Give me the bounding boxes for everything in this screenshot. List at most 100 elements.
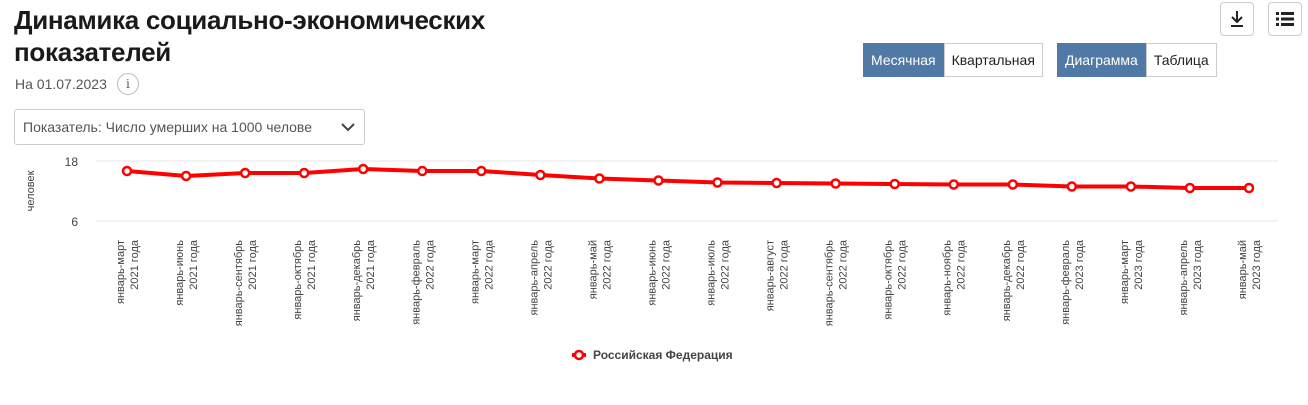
- page-title-line2: показателей: [14, 37, 171, 67]
- x-tick-label: январь-февраль 2022 года: [410, 239, 436, 325]
- x-tick-label-period: январь-сентябрь: [233, 240, 245, 326]
- data-point[interactable]: [476, 165, 487, 177]
- x-tick-label-period: январь-октябрь: [292, 240, 304, 320]
- data-point[interactable]: [594, 173, 605, 184]
- download-icon: [1231, 11, 1243, 27]
- legend-point-marker: [573, 349, 585, 361]
- x-tick-label: январь-март 2022 года: [469, 239, 495, 304]
- x-tick-label: январь-февраль 2023 года: [1060, 239, 1086, 325]
- x-tick-label: январь-март 2021 года: [115, 239, 141, 304]
- x-tick-label-period: январь-февраль: [410, 240, 422, 325]
- x-tick-label: январь-сентябрь 2021 года: [233, 239, 259, 326]
- view-chart-button[interactable]: Диаграмма: [1057, 43, 1146, 77]
- menu-button[interactable]: [1268, 2, 1302, 36]
- x-tick-label: январь-май 2023 года: [1237, 239, 1263, 299]
- x-tick-label-year: 2022 года: [483, 239, 495, 290]
- data-point[interactable]: [653, 175, 664, 186]
- view-table-button[interactable]: Таблица: [1145, 43, 1217, 77]
- view-toggle: Диаграмма Таблица: [1057, 43, 1217, 77]
- y-tick-label: 6: [71, 215, 78, 229]
- date-row: На 01.07.2023 i: [15, 73, 139, 95]
- x-tick-label-year: 2023 года: [1074, 239, 1086, 290]
- x-tick-label-year: 2022 года: [601, 239, 613, 290]
- x-tick-label: январь-апрель 2022 года: [528, 239, 554, 315]
- data-point[interactable]: [357, 163, 369, 175]
- x-tick-label: январь-июль 2022 года: [706, 239, 732, 306]
- period-monthly-button[interactable]: Месячная: [863, 43, 944, 77]
- x-tick-label-period: январь-апрель: [528, 240, 540, 316]
- x-tick-label-year: 2022 года: [542, 239, 554, 290]
- data-point[interactable]: [771, 177, 782, 189]
- x-tick-label-period: январь-май: [587, 240, 599, 299]
- x-tick-label-year: 2022 года: [720, 239, 732, 290]
- x-tick-label-year: 2022 года: [424, 239, 436, 290]
- data-point[interactable]: [1125, 181, 1137, 192]
- x-tick-label-period: январь-март: [1119, 240, 1131, 304]
- x-tick-label: январь-март 2023 года: [1119, 239, 1145, 304]
- x-tick-label: январь-декабрь 2022 года: [1001, 239, 1027, 321]
- period-quarterly-button[interactable]: Квартальная: [943, 43, 1043, 77]
- x-tick-label: январь-октябрь 2022 года: [883, 239, 909, 319]
- x-tick-label-year: 2022 года: [779, 239, 791, 290]
- legend-label: Российская Федерация: [593, 348, 733, 362]
- data-point[interactable]: [948, 179, 959, 190]
- data-point[interactable]: [830, 178, 841, 189]
- x-tick-label-year: 2021 года: [365, 239, 377, 290]
- data-point[interactable]: [1243, 182, 1255, 194]
- x-tick-label-year: 2022 года: [1015, 239, 1027, 290]
- chevron-down-icon: [341, 123, 355, 132]
- period-toggle: Месячная Квартальная: [863, 43, 1043, 77]
- x-tick-label-year: 2021 года: [306, 239, 318, 290]
- data-point[interactable]: [1184, 182, 1196, 194]
- info-icon: i: [125, 77, 130, 91]
- x-tick-label-period: январь-апрель: [1178, 240, 1190, 316]
- x-tick-label-period: январь-март: [115, 240, 127, 304]
- data-point[interactable]: [535, 169, 546, 181]
- page-title-line1: Динамика социально-экономических: [14, 5, 485, 35]
- menu-icon: [1276, 12, 1294, 26]
- series-line: [126, 167, 1249, 190]
- download-button[interactable]: [1220, 2, 1254, 36]
- x-tick-label: январь-июнь 2022 года: [646, 239, 672, 305]
- x-tick-label: январь-май 2022 года: [587, 239, 613, 299]
- x-tick-label-period: январь-февраль: [1060, 240, 1072, 325]
- x-tick-label-period: январь-декабрь: [351, 240, 363, 322]
- x-tick-label-year: 2023 года: [1133, 239, 1145, 290]
- x-tick-label-period: январь-июнь: [174, 240, 186, 306]
- data-point[interactable]: [180, 170, 192, 182]
- x-tick-label-period: январь-июль: [706, 240, 718, 306]
- x-tick-label-year: 2021 года: [188, 239, 200, 290]
- data-point[interactable]: [121, 165, 133, 177]
- y-axis-label: человек: [25, 170, 37, 211]
- x-tick-label-year: 2022 года: [660, 239, 672, 290]
- x-tick-label-period: январь-октябрь: [883, 240, 895, 320]
- x-tick-label: январь-август 2022 года: [765, 239, 791, 311]
- x-tick-label: январь-декабрь 2021 года: [351, 239, 377, 321]
- x-tick-label: январь-октябрь 2021 года: [292, 239, 318, 319]
- report-date: На 01.07.2023: [15, 76, 107, 92]
- x-tick-label-period: январь-ноябрь: [942, 240, 954, 316]
- legend: Российская Федерация: [572, 348, 733, 362]
- data-point[interactable]: [889, 178, 900, 190]
- info-button[interactable]: i: [116, 73, 139, 95]
- data-point[interactable]: [712, 177, 723, 188]
- x-tick-label-period: январь-июнь: [646, 240, 658, 306]
- indicator-select-value: Показатель: Число умерших на 1000 челове: [23, 119, 312, 135]
- indicator-select[interactable]: Показатель: Число умерших на 1000 челове: [14, 109, 365, 145]
- data-point[interactable]: [417, 165, 428, 177]
- x-tick-label-year: 2023 года: [1192, 239, 1204, 290]
- page-title: Динамика социально-экономических показат…: [14, 4, 534, 68]
- x-tick-label-year: 2021 года: [129, 239, 141, 290]
- x-tick-label: январь-июнь 2021 года: [174, 239, 200, 305]
- x-tick-label-year: 2022 года: [956, 239, 968, 290]
- x-tick-label-year: 2022 года: [897, 239, 909, 290]
- x-tick-label-period: январь-май: [1237, 240, 1249, 299]
- x-tick-label: январь-ноябрь 2022 года: [942, 239, 968, 316]
- x-tick-label-period: январь-декабрь: [1001, 240, 1013, 322]
- x-tick-label-period: январь-август: [765, 240, 777, 311]
- x-tick-label-period: январь-март: [469, 240, 481, 304]
- data-point[interactable]: [298, 167, 310, 179]
- data-point[interactable]: [1007, 179, 1019, 190]
- data-point[interactable]: [1066, 181, 1078, 192]
- data-point[interactable]: [239, 167, 251, 179]
